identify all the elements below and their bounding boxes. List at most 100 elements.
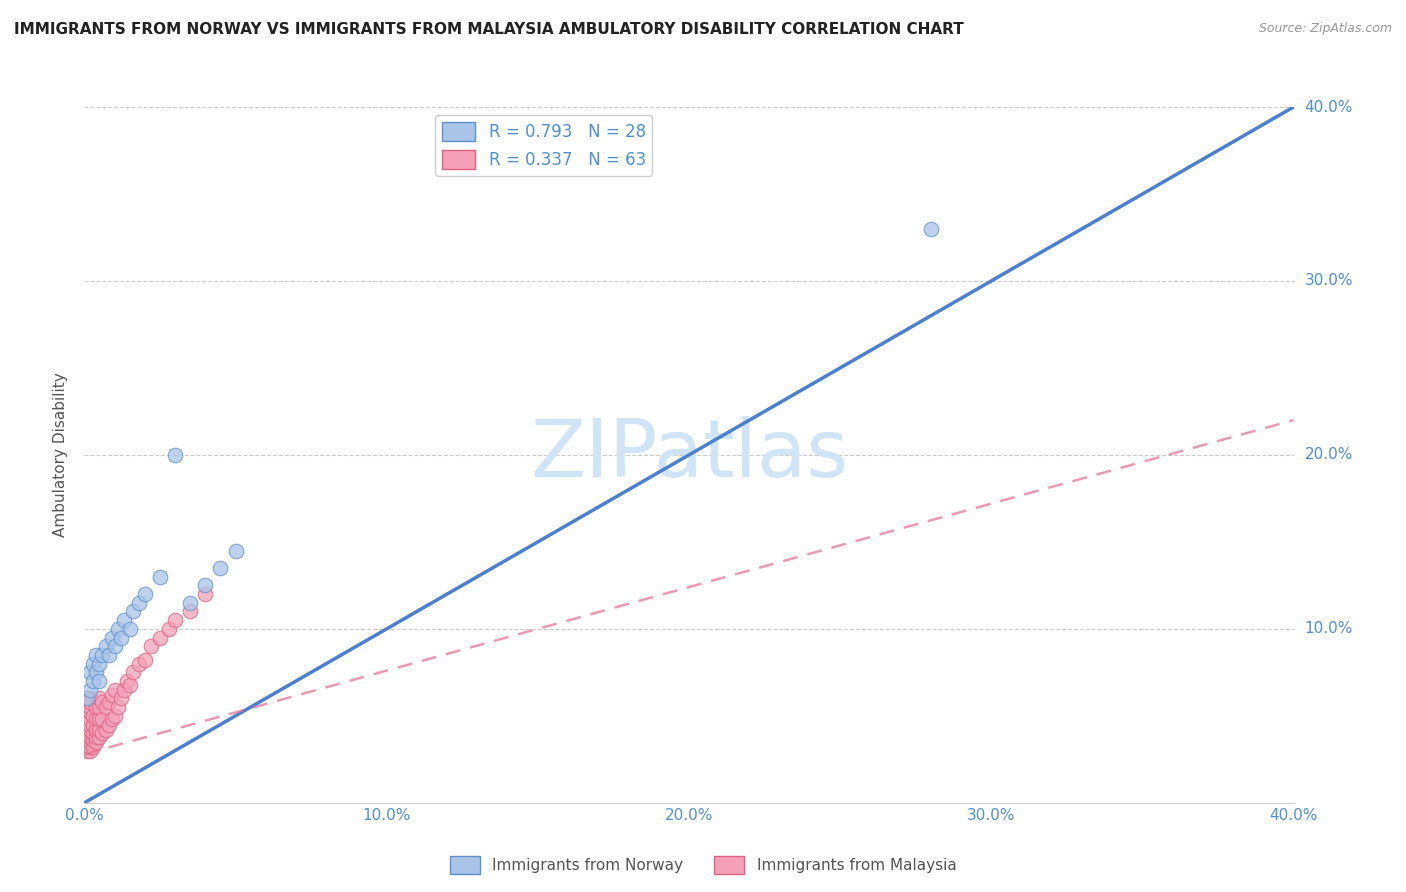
Point — [91, 726, 114, 740]
Point — [100, 688, 122, 702]
Point — [121, 605, 143, 619]
Point — [128, 596, 150, 610]
Point — [89, 691, 111, 706]
Point — [76, 691, 98, 706]
Point — [194, 578, 217, 592]
Point — [76, 744, 98, 758]
Point — [91, 712, 114, 726]
Point — [97, 717, 120, 731]
Point — [82, 674, 104, 689]
Point — [89, 657, 111, 671]
Point — [76, 735, 98, 749]
Point — [79, 706, 101, 720]
Point — [149, 631, 172, 645]
Point — [104, 682, 127, 697]
Point — [194, 587, 217, 601]
Point — [100, 712, 122, 726]
Point — [79, 695, 101, 709]
Point — [76, 691, 98, 706]
Point — [79, 730, 101, 744]
Point — [107, 700, 129, 714]
Text: ZIPatlas: ZIPatlas — [530, 416, 848, 494]
Point — [82, 726, 104, 740]
Point — [76, 730, 98, 744]
Point — [179, 605, 201, 619]
Point — [89, 674, 111, 689]
Text: Source: ZipAtlas.com: Source: ZipAtlas.com — [1258, 22, 1392, 36]
Point — [82, 708, 104, 723]
Point — [157, 622, 180, 636]
Point — [163, 613, 186, 627]
Text: 10.0%: 10.0% — [1305, 622, 1353, 636]
Point — [94, 723, 117, 737]
Point — [82, 657, 104, 671]
Point — [79, 735, 101, 749]
Point — [86, 712, 108, 726]
Point — [89, 700, 111, 714]
Y-axis label: Ambulatory Disability: Ambulatory Disability — [53, 373, 69, 537]
Point — [128, 657, 150, 671]
Point — [86, 735, 108, 749]
Point — [86, 665, 108, 680]
Point — [79, 744, 101, 758]
Point — [225, 543, 247, 558]
Point — [91, 648, 114, 662]
Point — [82, 733, 104, 747]
Point — [94, 639, 117, 653]
Point — [76, 704, 98, 718]
Point — [920, 221, 942, 235]
Point — [76, 740, 98, 755]
Point — [76, 712, 98, 726]
Point — [76, 717, 98, 731]
Point — [79, 712, 101, 726]
Point — [118, 622, 141, 636]
Point — [89, 712, 111, 726]
Point — [79, 665, 101, 680]
Point — [86, 730, 108, 744]
Point — [112, 613, 135, 627]
Text: 30.0%: 30.0% — [1305, 274, 1353, 288]
Point — [86, 700, 108, 714]
Point — [82, 717, 104, 731]
Point — [179, 596, 201, 610]
Point — [76, 726, 98, 740]
Point — [76, 700, 98, 714]
Point — [104, 639, 127, 653]
Point — [94, 700, 117, 714]
Point — [100, 631, 122, 645]
Point — [110, 631, 132, 645]
Point — [121, 665, 143, 680]
Point — [134, 653, 156, 667]
Text: 40.0%: 40.0% — [1305, 100, 1353, 114]
Point — [91, 695, 114, 709]
Point — [163, 448, 186, 462]
Point — [79, 682, 101, 697]
Point — [134, 587, 156, 601]
Point — [89, 730, 111, 744]
Point — [104, 708, 127, 723]
Point — [89, 723, 111, 737]
Point — [86, 648, 108, 662]
Point — [82, 740, 104, 755]
Point — [118, 677, 141, 691]
Point — [79, 717, 101, 731]
Point — [97, 648, 120, 662]
Point — [79, 691, 101, 706]
Point — [209, 561, 232, 575]
Point — [79, 700, 101, 714]
Point — [76, 708, 98, 723]
Legend: Immigrants from Norway, Immigrants from Malaysia: Immigrants from Norway, Immigrants from … — [443, 850, 963, 880]
Point — [107, 622, 129, 636]
Point — [115, 674, 138, 689]
Point — [79, 740, 101, 755]
Point — [79, 723, 101, 737]
Point — [97, 695, 120, 709]
Point — [112, 682, 135, 697]
Point — [139, 639, 162, 653]
Text: 20.0%: 20.0% — [1305, 448, 1353, 462]
Point — [76, 723, 98, 737]
Legend: R = 0.793   N = 28, R = 0.337   N = 63: R = 0.793 N = 28, R = 0.337 N = 63 — [436, 115, 652, 176]
Point — [149, 570, 172, 584]
Point — [110, 691, 132, 706]
Text: IMMIGRANTS FROM NORWAY VS IMMIGRANTS FROM MALAYSIA AMBULATORY DISABILITY CORRELA: IMMIGRANTS FROM NORWAY VS IMMIGRANTS FRO… — [14, 22, 963, 37]
